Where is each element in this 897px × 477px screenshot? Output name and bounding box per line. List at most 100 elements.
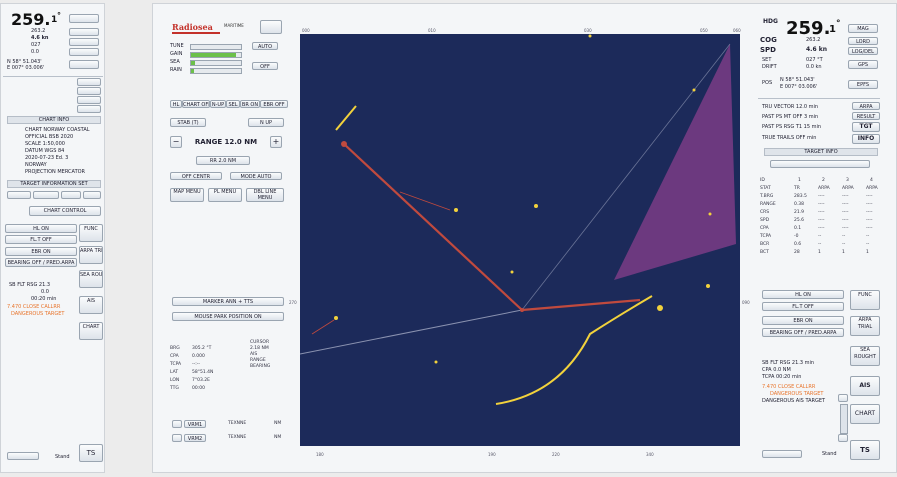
table-row[interactable]: STAT TR ARPA ARPA ARPA [758, 186, 888, 193]
scale-top-2: 030 [584, 28, 592, 33]
dbl-line-menu-button[interactable]: DBL LINE MENU [246, 188, 284, 202]
lord-button[interactable]: LORD [848, 37, 878, 45]
arpa-trial-button[interactable]: ARPA TRIAL [850, 316, 880, 336]
range-minus-button[interactable]: − [170, 136, 182, 148]
left-result-button[interactable] [77, 87, 101, 95]
left-func-button[interactable]: FUNC [79, 224, 103, 242]
gain-slider[interactable] [190, 52, 242, 58]
stand-slider[interactable] [762, 450, 802, 458]
rings-button[interactable]: RR 2.0 NM [196, 156, 250, 165]
info-button[interactable]: INFO [852, 134, 880, 144]
arpa-button[interactable]: ARPA [852, 102, 880, 110]
vrm1-toggle[interactable] [172, 420, 182, 428]
table-cell: STAT [760, 186, 771, 191]
left-small-button-3[interactable] [61, 191, 81, 199]
cog-value: 263.2 [806, 37, 821, 43]
table-row[interactable]: BCT 28 1 1 1 [758, 250, 888, 257]
left-ais-button[interactable]: AIS [79, 296, 103, 314]
sea-off-button[interactable]: OFF [252, 62, 278, 70]
vrm1-value: TEXNNE [228, 421, 247, 426]
rain-slider[interactable] [190, 68, 242, 74]
func-button[interactable]: FUNC [850, 290, 880, 310]
table-row[interactable]: SPD 25.6 ---- ---- ---- [758, 218, 888, 225]
mag-button[interactable]: MAG [848, 24, 878, 33]
table-cell: ---- [818, 226, 825, 231]
left-lord-button[interactable] [69, 28, 99, 36]
left-small-button-2[interactable] [33, 191, 59, 199]
mode-auto-button[interactable]: MODE AUTO [230, 172, 282, 180]
epfs-button[interactable]: EPFS [848, 80, 878, 89]
sea-slider[interactable] [190, 60, 242, 66]
readout-lon-value: 7°03.2E [192, 378, 210, 383]
mode-br-on-button[interactable]: BR ON [240, 100, 260, 108]
left-epfs-button[interactable] [69, 60, 99, 69]
mode-sel-button[interactable]: SEL [226, 100, 240, 108]
mouse-park-button[interactable]: MOUSE PARK POSITION ON [172, 312, 284, 321]
vrm2-button[interactable]: VRM2 [184, 434, 206, 442]
readout-brg-value: 305.2 °T [192, 346, 212, 351]
mode-nup-button[interactable]: N-UP [210, 100, 226, 108]
n-up-button[interactable]: N UP [248, 118, 284, 127]
table-row[interactable]: RANGE 0.38 ---- ---- ---- [758, 202, 888, 209]
gps-button[interactable]: GPS [848, 60, 878, 69]
vrm1-button[interactable]: VRM1 [184, 420, 206, 428]
hl-on-button[interactable]: HL ON [762, 290, 844, 299]
ais-button[interactable]: AIS [850, 376, 880, 396]
left-mag-button[interactable] [69, 14, 99, 23]
table-row[interactable]: BCR 0.6 -- -- -- [758, 242, 888, 249]
result-button[interactable]: RESULT [852, 112, 880, 120]
marker-ann-button[interactable]: MARKER ANN + TTS [172, 297, 284, 306]
left-tgt-button[interactable] [77, 96, 101, 104]
auto-button[interactable]: AUTO [252, 42, 278, 50]
mode-chart-off-button[interactable]: CHART OFF [182, 100, 210, 108]
left-arpa-button[interactable] [77, 78, 101, 86]
off-centre-button[interactable]: OFF CENTR [170, 172, 222, 180]
chart-button[interactable]: CHART [850, 404, 880, 424]
bearing-off-button[interactable]: BEARING OFF / PRED.ARPA [762, 328, 844, 337]
left-chart-control-button[interactable]: CHART CONTROL [29, 206, 101, 216]
left-small-button-1[interactable] [7, 191, 31, 199]
tgt-button[interactable]: TGT [852, 122, 880, 132]
left-small-button-4[interactable] [83, 191, 101, 199]
side-scrollbar[interactable] [840, 404, 848, 434]
mode-ebr-off-button[interactable]: EBR OFF [260, 100, 288, 108]
sea-rought-button[interactable]: SEA ROUGHT [850, 346, 880, 366]
left-chart-button[interactable]: CHART [79, 322, 103, 340]
log-button[interactable]: LOG/DEL [848, 47, 878, 55]
left-chart-info-line-6: NORWAY [25, 162, 47, 168]
flt-off-button[interactable]: FL.T OFF [762, 302, 844, 311]
table-row[interactable]: TCPA -0 -- -- -- [758, 234, 888, 241]
scroll-up-button[interactable] [838, 394, 848, 402]
left-flt-off-button[interactable]: FL.T OFF [5, 235, 77, 244]
ebr-on-button[interactable]: EBR ON [762, 316, 844, 325]
left-gps-button[interactable] [69, 48, 99, 56]
left-bearing-off-button[interactable]: BEARING OFF / PRED.ARPA [5, 258, 77, 267]
left-alert-2: DANGEROUS TARGET [11, 311, 65, 317]
ts-button[interactable]: TS [850, 440, 880, 460]
vrm2-toggle[interactable] [172, 434, 182, 442]
pl-menu-button[interactable]: PL MENU [208, 188, 242, 202]
logo-side-button[interactable] [260, 20, 282, 34]
left-ebr-on-button[interactable]: EBR ON [5, 247, 77, 256]
table-cell: 1 [866, 250, 869, 255]
mode-hl-button[interactable]: HL [170, 100, 182, 108]
left-info-button[interactable] [77, 105, 101, 113]
alert-line-2: DANGEROUS TARGET [770, 391, 824, 397]
left-stand-slider[interactable] [7, 452, 39, 460]
table-row[interactable]: CRS 21.9 ---- ---- ---- [758, 210, 888, 217]
left-arpa-trial-button[interactable]: ARPA TRIAL [79, 246, 103, 264]
map-menu-button[interactable]: MAP MENU [170, 188, 204, 202]
left-ts-button[interactable]: TS [79, 444, 103, 462]
left-hl-on-button[interactable]: HL ON [5, 224, 77, 233]
table-row[interactable]: T.BRG 283.5 ---- ---- ---- [758, 194, 888, 201]
scroll-down-button[interactable] [838, 434, 848, 442]
left-log-button[interactable] [69, 38, 99, 46]
left-sea-rought-button[interactable]: SEA ROUGHT [79, 270, 103, 288]
range-plus-button[interactable]: + [270, 136, 282, 148]
stab-button[interactable]: STAB (T) [170, 118, 206, 127]
left-stand-label: Stand [55, 454, 70, 460]
tune-slider[interactable] [190, 44, 242, 50]
target-info-selector[interactable] [770, 160, 870, 168]
radar-ppi[interactable] [300, 34, 740, 446]
table-row[interactable]: CPA 0.1 ---- ---- ---- [758, 226, 888, 233]
